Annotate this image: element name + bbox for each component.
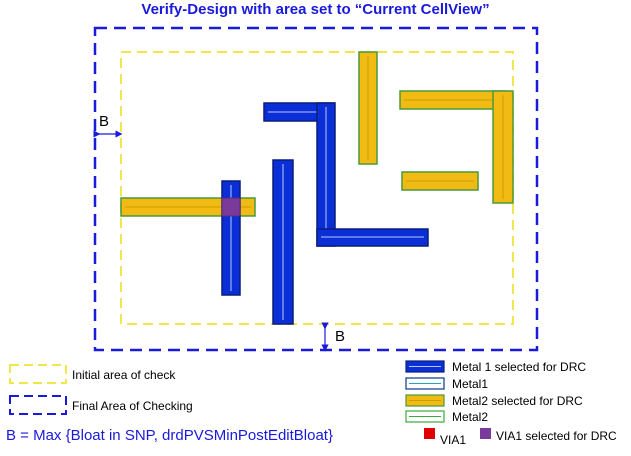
b-label-bottom: B (335, 328, 346, 345)
legend-metal1-selected-label: Metal 1 selected for DRC (452, 360, 587, 374)
via1-selected-shape (221, 197, 241, 217)
page-title: Verify-Design with area set to “Current … (141, 1, 490, 18)
metal1-shapes (221, 102, 429, 325)
legend-final-area-label: Final Area of Checking (72, 399, 193, 413)
legend-via1-label: VIA1 (440, 433, 467, 447)
legend-via1-swatch (424, 428, 435, 439)
legend-metal1-label: Metal1 (452, 377, 489, 391)
final-area-boundary (93, 26, 539, 352)
legend-via1-selected-swatch (480, 428, 491, 439)
legend-initial-area-label: Initial area of check (72, 368, 176, 382)
legend-initial-area-swatch (9, 364, 67, 384)
bloat-formula: B = Max {Bloat in SNP, drdPVSMinPostEdit… (6, 427, 333, 444)
legend-final-area-swatch (9, 395, 67, 415)
b-label-left: B (99, 113, 110, 130)
legend-metal2-label: Metal2 (452, 410, 489, 424)
legend-via1-selected-label: VIA1 selected for DRC (496, 429, 617, 443)
legend-metal2-selected-label: Metal2 selected for DRC (452, 394, 583, 408)
